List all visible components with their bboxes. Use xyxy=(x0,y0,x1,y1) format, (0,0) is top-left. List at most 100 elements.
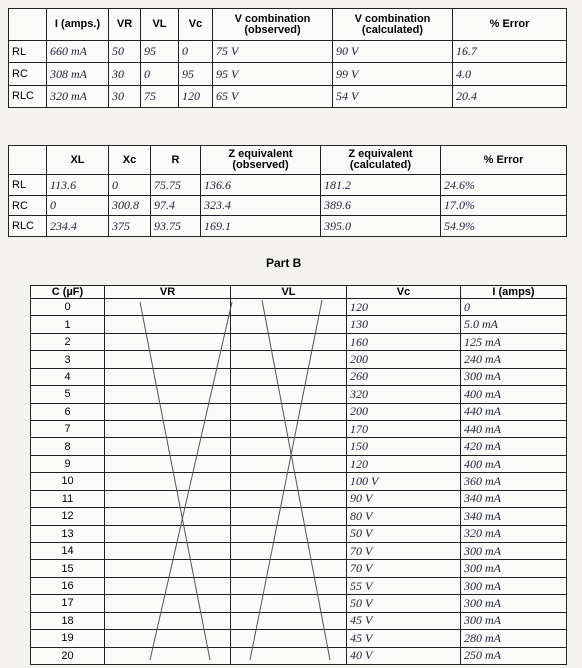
cell xyxy=(230,524,347,543)
cell: 181.2 xyxy=(320,174,441,196)
cell: 97.4 xyxy=(150,194,201,217)
cell xyxy=(230,629,347,648)
cell: 200 xyxy=(346,402,461,422)
cell: 75.75 xyxy=(150,174,201,196)
cell xyxy=(104,576,231,596)
row-label: RLC xyxy=(8,84,47,109)
cell: 660 mA xyxy=(46,40,109,64)
row-label: 13 xyxy=(30,524,105,543)
cell xyxy=(104,437,231,456)
cell: 70 V xyxy=(346,541,461,561)
row: 11 90 V 340 mA xyxy=(30,489,567,509)
row-label: 20 xyxy=(30,646,105,665)
cell: 75 V xyxy=(212,40,333,64)
cell: 240 mA xyxy=(460,350,567,369)
header-cell: V combination (calculated) xyxy=(332,7,453,42)
cell: 170 xyxy=(346,420,461,439)
cell: 160 xyxy=(346,332,461,352)
cell: 125 mA xyxy=(460,332,567,352)
cell: 65 V xyxy=(212,84,333,109)
cell: 340 mA xyxy=(460,507,567,526)
row-label: 2 xyxy=(30,332,105,352)
cell: 0 xyxy=(108,174,151,196)
cell: 95 V xyxy=(212,62,333,86)
cell xyxy=(230,332,347,352)
cell xyxy=(230,507,347,526)
header-cell: XL xyxy=(46,144,109,176)
header-row: XL Xc R Z equivalent (observed) Z equivalent… xyxy=(8,144,567,176)
cell: 234.4 xyxy=(46,215,109,237)
cell: 30 xyxy=(108,62,141,86)
cell xyxy=(230,437,347,456)
row: RC 308 mA 30 0 95 95 V 99 V 4.0 xyxy=(8,62,567,86)
cell: 280 mA xyxy=(460,629,567,648)
cell: 120 xyxy=(178,84,213,109)
row-label: 18 xyxy=(30,611,105,631)
cell: 300 mA xyxy=(460,576,567,596)
row-label: 7 xyxy=(30,420,105,439)
row: 12 80 V 340 mA xyxy=(30,507,567,526)
cell: 0 xyxy=(460,298,567,317)
row-label: 3 xyxy=(30,350,105,369)
cell: 323.4 xyxy=(200,194,321,217)
cell: 200 xyxy=(346,350,461,369)
cell xyxy=(104,472,231,491)
cell xyxy=(104,315,231,334)
cell xyxy=(230,541,347,561)
cell: 99 V xyxy=(332,62,453,86)
cell xyxy=(230,489,347,509)
cell xyxy=(230,367,347,387)
row-label: 15 xyxy=(30,559,105,578)
cell: 45 V xyxy=(346,611,461,631)
row: 7 170 440 mA xyxy=(30,420,567,439)
cell: 54 V xyxy=(332,84,453,109)
cell: 260 xyxy=(346,367,461,387)
cell: 5.0 mA xyxy=(460,315,567,334)
row-label: 1 xyxy=(30,315,105,334)
cell xyxy=(230,559,347,578)
row: 4 260 300 mA xyxy=(30,367,567,387)
header-row: C (µF) VR VL Vc I (amps) xyxy=(30,284,567,300)
row-label: RL xyxy=(8,174,47,196)
cell: 95 xyxy=(140,40,179,64)
cell: 136.6 xyxy=(200,174,321,196)
cell xyxy=(230,576,347,596)
row-label: RLC xyxy=(8,215,47,237)
cell: 400 mA xyxy=(460,454,567,474)
cell: 395.0 xyxy=(320,215,441,237)
row-label: RL xyxy=(8,40,47,64)
cell xyxy=(104,332,231,352)
cell: 300 mA xyxy=(460,559,567,578)
row: 13 50 V 320 mA xyxy=(30,524,567,543)
header-cell: V combination (observed) xyxy=(212,7,333,42)
cell: 50 xyxy=(108,40,141,64)
cell xyxy=(104,298,231,317)
cell xyxy=(104,594,231,613)
part-b-title: Part B xyxy=(266,256,302,270)
cell xyxy=(230,420,347,439)
header-row: I (amps.) VR VL Vc V combination (observed) V… xyxy=(8,7,567,42)
cell: 54.9% xyxy=(440,215,567,237)
row: 9 120 400 mA xyxy=(30,454,567,474)
cell: 75 xyxy=(140,84,179,109)
row: RC 0 300.8 97.4 323.4 389.6 17.0% xyxy=(8,194,567,217)
cell: 50 V xyxy=(346,594,461,613)
row: RLC 320 mA 30 75 120 65 V 54 V 20.4 xyxy=(8,84,567,109)
cell: 93.75 xyxy=(150,215,201,237)
row: 20 40 V 250 mA xyxy=(30,646,567,665)
row: 5 320 400 mA xyxy=(30,385,567,404)
header-cell: VR xyxy=(108,7,141,42)
row: 2 160 125 mA xyxy=(30,332,567,352)
cell: 40 V xyxy=(346,646,461,665)
cell: 440 mA xyxy=(460,402,567,422)
cell xyxy=(104,489,231,509)
cell xyxy=(104,350,231,369)
cell xyxy=(104,629,231,648)
cell: 95 xyxy=(178,62,213,86)
cell xyxy=(230,385,347,404)
row-label: RC xyxy=(8,194,47,217)
row-label: 16 xyxy=(30,576,105,596)
cell xyxy=(104,646,231,665)
cell xyxy=(104,402,231,422)
row: 17 50 V 300 mA xyxy=(30,594,567,613)
